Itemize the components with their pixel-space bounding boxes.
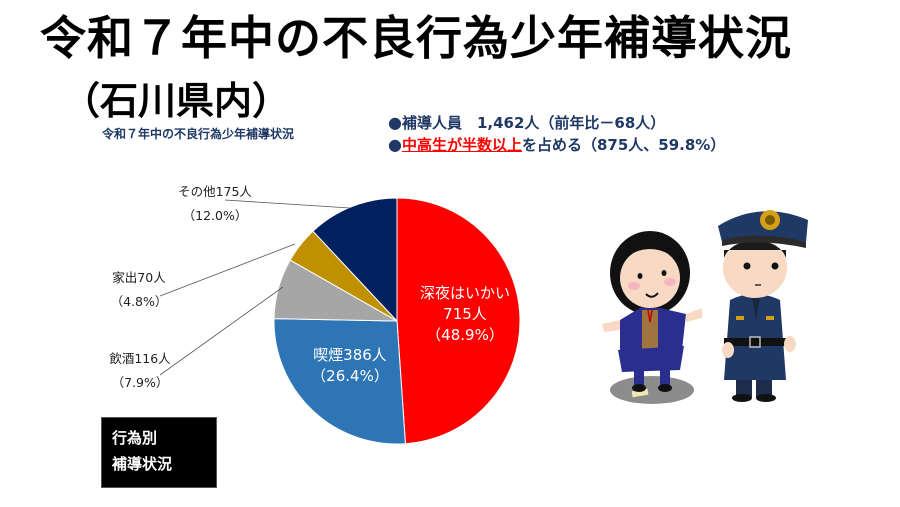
leader-line-drinking [159,286,284,376]
label-other-percent: （12.0%） [182,208,248,223]
label-other-value: その他175人 [178,184,252,199]
summary-students-text: を占める（875人、59.8%） [521,136,726,154]
label-smoking: 喫煙386人 （26.4%） [300,345,400,387]
leader-line-runaway [159,243,296,297]
bullet-icon: ● [388,135,402,154]
summary-line-students: ●中高生が半数以上を占める（875人、59.8%） [388,134,725,156]
legend-line-1: 行為別 [112,429,158,447]
label-other: その他175人 （12.0%） [160,180,270,228]
label-drinking: 飲酒116人 （7.9%） [100,347,180,395]
pie-slice-4 [312,197,398,323]
page-subtitle: （石川県内） [62,79,291,123]
label-smoking-percent: （26.4%） [311,367,389,385]
pie-slice-0 [396,197,521,445]
page-title: 令和７年中の不良行為少年補導状況 [40,11,792,65]
leader-line-other [224,199,351,209]
legend-line-2: 補導状況 [112,455,173,473]
label-drinking-percent: （7.9%） [111,375,169,390]
label-night-wandering-percent: （48.9%） [426,326,504,344]
summary-block: ●補導人員 1,462人（前年比－68人） ●中高生が半数以上を占める（875人… [388,112,725,156]
label-smoking-value: 喫煙386人 [313,346,387,364]
ground-shadow [610,376,694,404]
police-officer-icon [718,210,808,402]
label-drinking-value: 飲酒116人 [109,351,171,366]
chart-title: 令和７年中の不良行為少年補導状況 [102,127,295,141]
category-legend-box: 行為別 補導状況 [101,417,217,488]
summary-total-text: 補導人員 1,462人（前年比－68人） [401,114,666,132]
pie-slice-1 [273,318,406,445]
label-runaway: 家出70人 （4.8%） [104,266,174,314]
label-runaway-percent: （4.8%） [110,294,168,309]
summary-highlight: 中高生が半数以上 [401,136,522,154]
bullet-icon: ● [388,113,402,132]
police-and-girl-illustration [602,210,808,404]
label-night-wandering: 深夜はいかい 715人 （48.9%） [410,283,520,346]
girl-student-icon [602,231,702,392]
label-night-wandering-name: 深夜はいかい [419,284,510,302]
summary-line-total: ●補導人員 1,462人（前年比－68人） [388,112,725,134]
pie-slices [273,197,521,445]
label-runaway-value: 家出70人 [112,270,166,285]
label-night-wandering-value: 715人 [443,305,487,323]
